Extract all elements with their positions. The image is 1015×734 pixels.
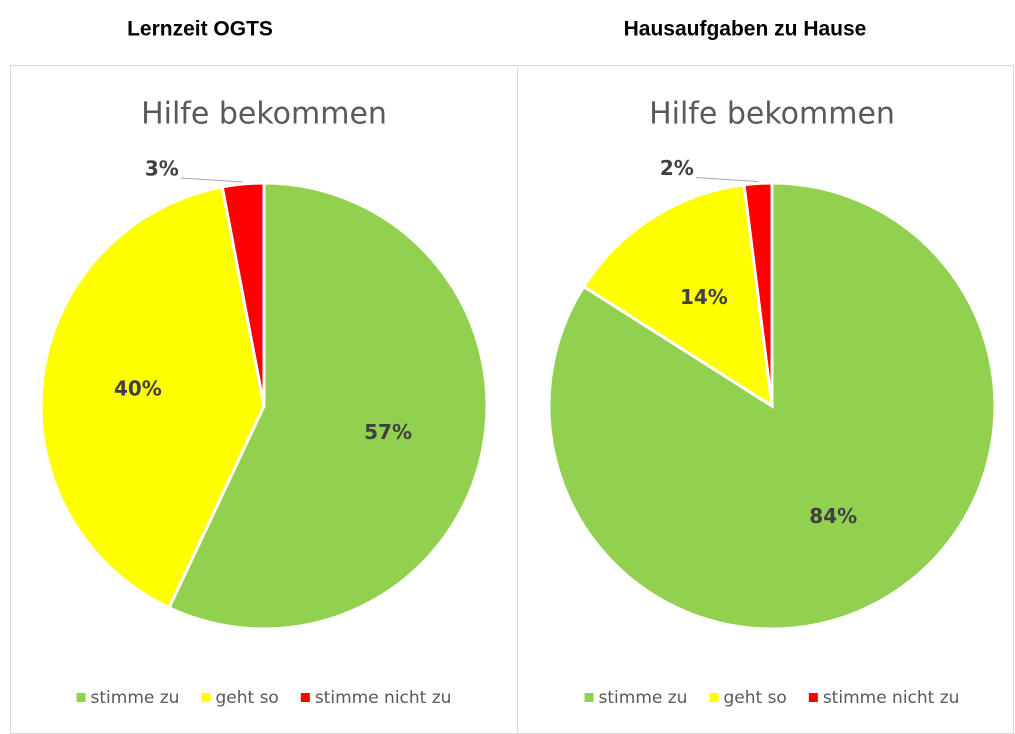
leader-line <box>180 177 243 183</box>
pie-slice <box>39 185 266 610</box>
data-label: 57% <box>364 420 412 444</box>
legend-marker <box>709 693 719 702</box>
pie-slice <box>220 181 266 407</box>
heading: Lernzeit OGTS <box>127 18 273 41</box>
legend-label: geht so <box>723 688 786 708</box>
pie-slice <box>742 181 774 407</box>
legend-label: stimme zu <box>599 688 688 708</box>
data-label: 2% <box>660 156 694 180</box>
leader-line <box>695 176 758 182</box>
legend-marker <box>808 693 818 702</box>
heading: Hausaufgaben zu Hause <box>624 18 867 41</box>
legend-marker <box>300 693 310 702</box>
legend-marker <box>584 693 594 702</box>
legend-label: stimme nicht zu <box>315 688 452 708</box>
legend-marker <box>201 693 211 702</box>
pie-slice <box>581 183 774 409</box>
legend-marker <box>76 693 86 702</box>
data-label: 84% <box>809 504 857 528</box>
data-label: 14% <box>680 285 728 309</box>
data-label: 3% <box>145 156 179 180</box>
chart-title: Hilfe bekommen <box>649 97 895 132</box>
legend-label: stimme nicht zu <box>823 688 960 708</box>
legend-label: stimme zu <box>91 688 180 708</box>
legend-label: geht so <box>215 688 278 708</box>
data-label: 40% <box>114 377 162 401</box>
pie-slice <box>167 181 489 631</box>
chart-title: Hilfe bekommen <box>141 97 387 132</box>
pie-slice <box>547 181 997 631</box>
